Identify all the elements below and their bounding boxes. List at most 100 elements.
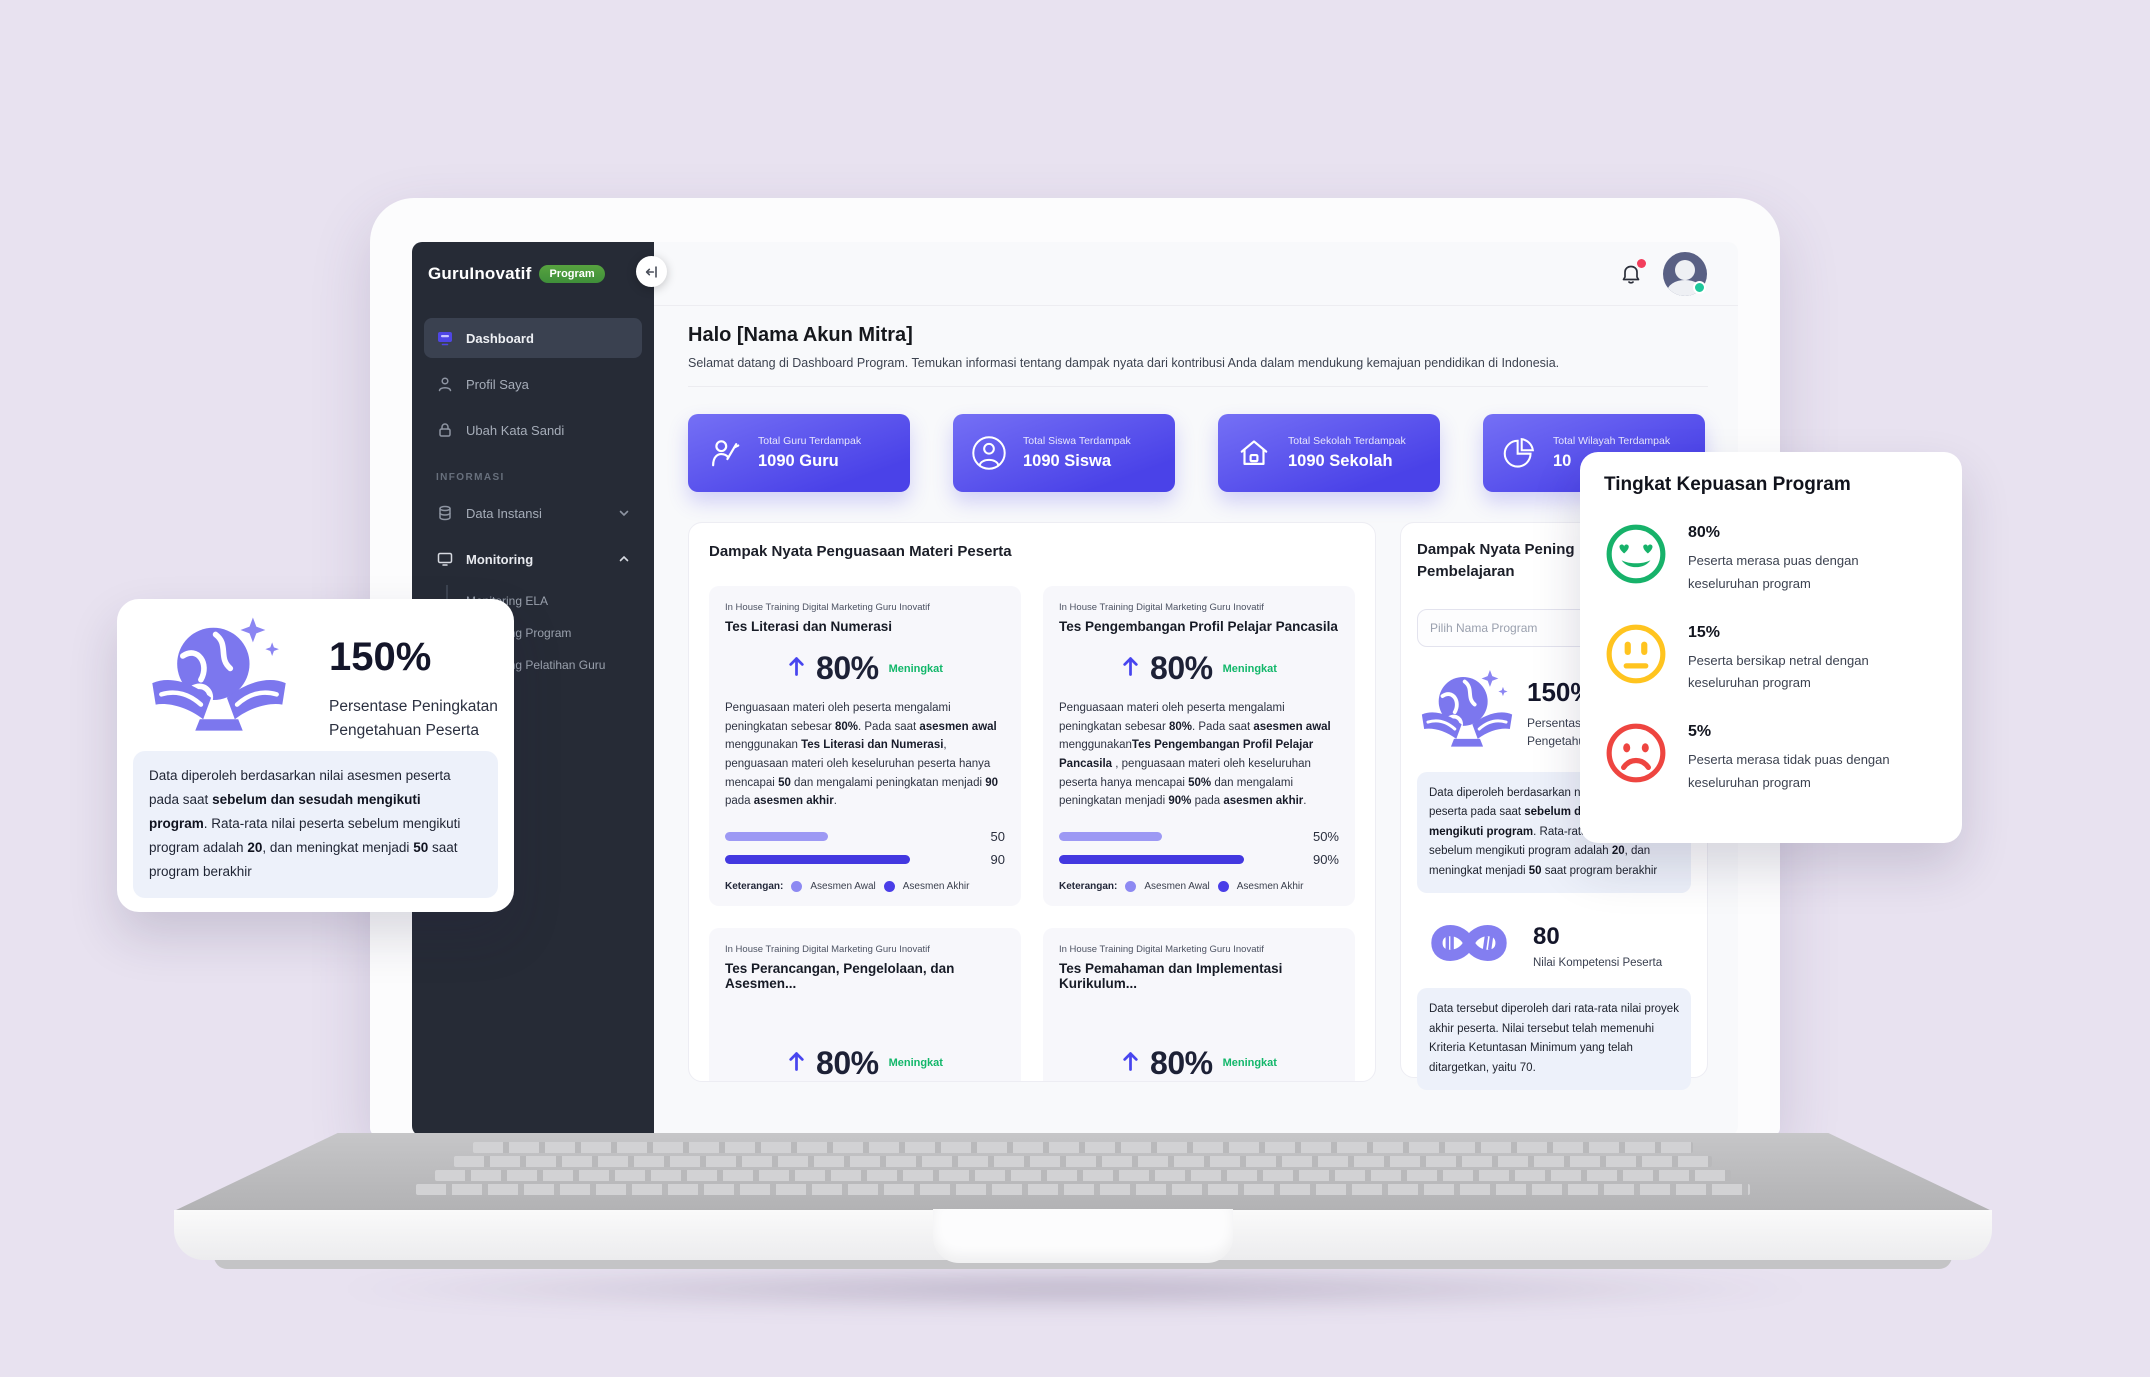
student-icon bbox=[969, 433, 1009, 473]
bar-value: 50% bbox=[1312, 828, 1339, 844]
stat-value: 10 bbox=[1553, 452, 1572, 470]
sidebar-item-label: Ubah Kata Sandi bbox=[466, 422, 565, 438]
arrow-up-icon bbox=[787, 1050, 806, 1077]
bar-value: 50 bbox=[990, 828, 1005, 844]
stat-card-siswa: Total Siswa Terdampak 1090 Siswa bbox=[953, 414, 1175, 492]
increase-percent: 80% bbox=[816, 1044, 879, 1081]
infinity-books-icon bbox=[1417, 915, 1521, 976]
bar-asesmen-akhir bbox=[725, 854, 911, 864]
increase-label: Meningkat bbox=[888, 662, 943, 675]
region-pie-icon bbox=[1499, 433, 1539, 473]
increase-note: Data diperoleh berdasarkan nilai asesmen… bbox=[133, 751, 498, 898]
increase-value: 150% bbox=[329, 635, 432, 679]
satisfaction-desc: Peserta bersikap netral dengan keseluruh… bbox=[1688, 652, 1869, 691]
sidebar-item-dashboard[interactable]: Dashboard bbox=[424, 318, 642, 358]
app-logo: GuruInovatif bbox=[428, 264, 532, 283]
laptop-screen: Halo [Nama Akun Mitra] Selamat datang di… bbox=[370, 198, 1780, 1136]
notification-bell-icon[interactable] bbox=[1619, 258, 1646, 286]
globe-book-icon bbox=[139, 613, 299, 748]
cards-row: Dampak Nyata Penguasaan Materi Peserta I… bbox=[688, 522, 1708, 1091]
neutral-face-icon bbox=[1604, 622, 1668, 691]
sidebar-item-label: Data Instansi bbox=[466, 505, 542, 521]
stat-label: Total Siswa Terdampak bbox=[1023, 435, 1131, 447]
legend-dot-awal bbox=[791, 880, 803, 892]
subcard-eyebrow: In House Training Digital Marketing Guru… bbox=[725, 943, 930, 955]
bar-value: 90 bbox=[990, 851, 1005, 867]
pembelajaran-card-title: Dampak Nyata Pening Pembelajaran bbox=[1417, 541, 1575, 580]
sidebar-item-label: Profil Saya bbox=[466, 376, 529, 392]
laptop-keyboard-deck bbox=[174, 1133, 1992, 1211]
sidebar-item-data-instansi[interactable]: Data Instansi bbox=[424, 493, 642, 533]
materi-card: Dampak Nyata Penguasaan Materi Peserta I… bbox=[688, 522, 1376, 1082]
assessment-bars: 50 90 bbox=[725, 829, 1005, 867]
stat-label: Total Guru Terdampak bbox=[758, 435, 862, 447]
subcard-title: Tes Pengembangan Profil Pelajar Pancasil… bbox=[1059, 619, 1338, 634]
teacher-icon bbox=[704, 433, 744, 473]
stat-value: 1090 Sekolah bbox=[1288, 452, 1393, 470]
bar-asesmen-awal bbox=[1059, 831, 1162, 841]
subcard-literasi: In House Training Digital Marketing Guru… bbox=[709, 586, 1021, 906]
satisfaction-row-tidak-puas: 5% Peserta merasa tidak puas dengan kese… bbox=[1604, 721, 1938, 795]
school-icon bbox=[1234, 433, 1274, 473]
dashboard-screen: Halo [Nama Akun Mitra] Selamat datang di… bbox=[412, 242, 1738, 1136]
stat-label: Total Wilayah Terdampak bbox=[1553, 435, 1671, 447]
topbar bbox=[654, 242, 1738, 306]
bar-asesmen-awal bbox=[725, 831, 828, 841]
increase-percent: 80% bbox=[1150, 1044, 1213, 1081]
sidebar: GuruInovatif Program Dashboard bbox=[412, 242, 667, 1136]
globe-book-icon bbox=[1417, 667, 1517, 760]
laptop-thumb-notch bbox=[933, 1209, 1233, 1263]
satisfaction-value: 80% bbox=[1688, 524, 1721, 541]
materi-subcards: In House Training Digital Marketing Guru… bbox=[709, 586, 1355, 1081]
love-face-icon bbox=[1604, 522, 1668, 591]
sidebar-nav: Dashboard Profil Saya Ubah Kata Sandi bbox=[412, 304, 654, 681]
program-badge: Program bbox=[539, 265, 605, 283]
assessment-bars: 50% 90% bbox=[1059, 829, 1339, 867]
profile-icon bbox=[436, 375, 454, 393]
stat-label: Total Sekolah Terdampak bbox=[1288, 435, 1406, 447]
page-title: Halo [Nama Akun Mitra] bbox=[688, 324, 913, 346]
sidebar-item-profil[interactable]: Profil Saya bbox=[424, 364, 642, 404]
main-area: Halo [Nama Akun Mitra] Selamat datang di… bbox=[654, 242, 1738, 1136]
sidebar-collapse-button[interactable] bbox=[636, 256, 667, 287]
subcard-title: Tes Literasi dan Numerasi bbox=[725, 619, 893, 634]
program-select-placeholder: Pilih Nama Program bbox=[1430, 620, 1538, 635]
database-icon bbox=[436, 504, 454, 522]
kompetensi-stat: 80 Nilai Kompetensi Peserta bbox=[1417, 915, 1691, 976]
sidebar-item-monitoring[interactable]: Monitoring bbox=[424, 539, 642, 579]
increase-percent: 80% bbox=[816, 650, 879, 686]
subcard-eyebrow: In House Training Digital Marketing Guru… bbox=[1059, 943, 1264, 955]
satisfaction-value: 5% bbox=[1688, 723, 1712, 740]
page-subtitle: Selamat datang di Dashboard Program. Tem… bbox=[688, 356, 1560, 370]
dashboard-icon bbox=[436, 329, 454, 347]
legend-dot-akhir bbox=[883, 880, 895, 892]
subcard-eyebrow: In House Training Digital Marketing Guru… bbox=[725, 602, 930, 613]
stats-row: Total Guru Terdampak 1090 Guru bbox=[688, 414, 1708, 492]
satisfaction-value: 15% bbox=[1688, 623, 1721, 641]
subcard-title: Tes Pemahaman dan Implementasi Kurikulum… bbox=[1059, 960, 1283, 991]
legend: Keterangan: Asesmen Awal Asesmen Akhir bbox=[1059, 880, 1304, 892]
stat-card-guru: Total Guru Terdampak 1090 Guru bbox=[688, 414, 910, 492]
satisfaction-row-puas: 80% Peserta merasa puas dengan keseluruh… bbox=[1604, 522, 1938, 596]
lock-icon bbox=[436, 421, 454, 439]
kompetensi-value: 80 bbox=[1533, 922, 1560, 950]
satisfaction-popover: Tingkat Kepuasan Program 80% Peserta mer… bbox=[1580, 452, 1962, 843]
logo-row: GuruInovatif Program bbox=[412, 242, 667, 304]
increase-percent: 80% bbox=[1150, 650, 1213, 686]
notification-badge bbox=[1637, 258, 1646, 268]
subcard-eyebrow: In House Training Digital Marketing Guru… bbox=[1059, 602, 1264, 613]
kompetensi-note: Data tersebut diperoleh dari rata-rata n… bbox=[1417, 988, 1691, 1091]
arrow-up-icon bbox=[1121, 655, 1140, 682]
arrow-up-icon bbox=[1121, 1050, 1140, 1077]
materi-card-title: Dampak Nyata Penguasaan Materi Peserta bbox=[709, 543, 1012, 560]
subcard-paragraph: Penguasaan materi oleh peserta mengalami… bbox=[1059, 702, 1331, 808]
legend: Keterangan: Asesmen Awal Asesmen Akhir bbox=[725, 880, 970, 892]
laptop-keyboard bbox=[174, 1139, 1992, 1195]
subcard-pancasila: In House Training Digital Marketing Guru… bbox=[1043, 586, 1355, 906]
subcard-perancangan: In House Training Digital Marketing Guru… bbox=[709, 927, 1021, 1081]
increase-label: Meningkat bbox=[888, 1057, 943, 1070]
legend-dot-awal bbox=[1125, 880, 1137, 892]
sidebar-item-ubah-kata-sandi[interactable]: Ubah Kata Sandi bbox=[424, 410, 642, 450]
stat-value: 1090 Siswa bbox=[1023, 452, 1112, 470]
